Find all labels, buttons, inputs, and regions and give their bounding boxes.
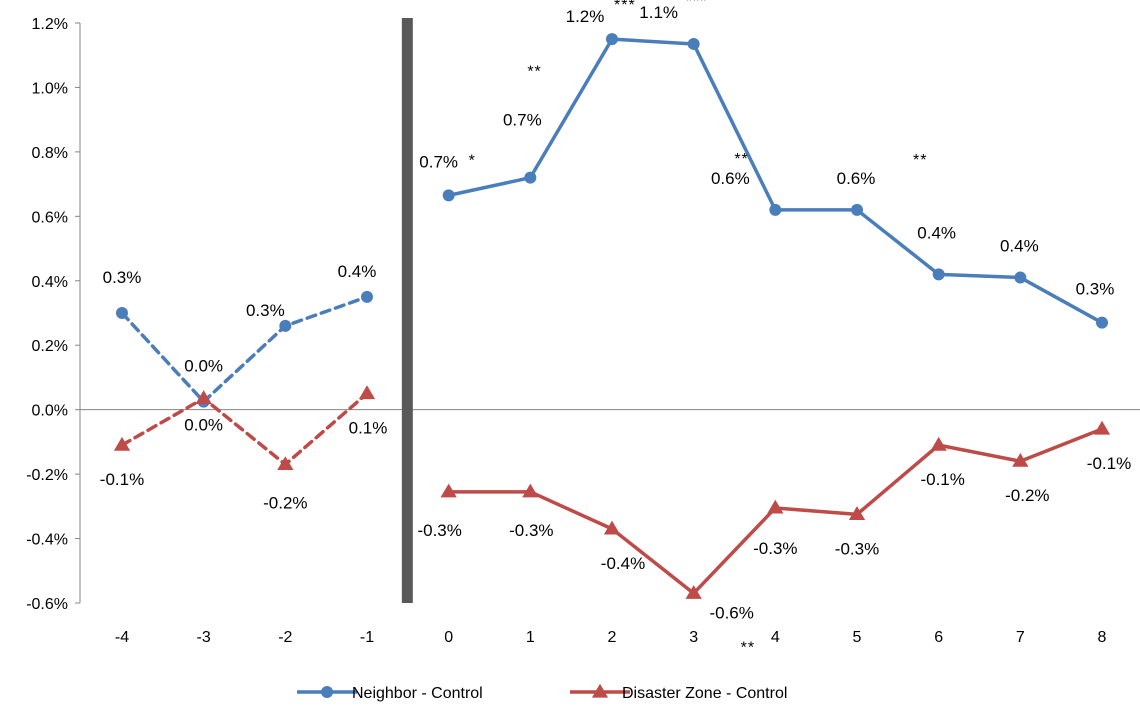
legend-label: Neighbor - Control xyxy=(352,685,483,702)
data-point-marker xyxy=(603,520,621,535)
neighbor-post-line xyxy=(446,37,1104,325)
data-label: -0.3% xyxy=(753,539,797,558)
data-point-marker xyxy=(851,203,863,216)
data-label: 0.4% xyxy=(338,262,377,281)
y-tick-label: 0.2% xyxy=(32,338,68,355)
data-point-marker xyxy=(277,456,294,471)
data-label: -0.2% xyxy=(263,493,307,512)
data-label: -0.3% xyxy=(417,521,461,540)
axes: -0.6% -0.4% -0.2% 0.0% 0.2% 0.4% 0.6% 0.8% 1.0% 1… xyxy=(26,16,1140,646)
legend: Neighbor - Control Disaster Zone - Contro… xyxy=(297,683,787,702)
data-point-marker xyxy=(1012,452,1029,467)
data-label: -0.6% xyxy=(709,603,753,622)
data-label: 0.3% xyxy=(1076,280,1115,299)
data-label: -0.2% xyxy=(1005,486,1049,505)
y-tick-label: 1.2% xyxy=(32,16,68,33)
data-label: -0.1% xyxy=(100,470,144,489)
data-label: 1.1% xyxy=(639,3,678,22)
x-tick-label: 7 xyxy=(1016,629,1025,646)
legend-marker xyxy=(321,686,333,698)
data-point-marker xyxy=(930,436,947,451)
data-label: 0.0% xyxy=(184,357,223,376)
y-tick-label: 0.8% xyxy=(32,145,68,162)
data-label: 0.6% xyxy=(837,169,876,188)
data-label: -0.1% xyxy=(1087,454,1131,473)
x-tick-label: 1 xyxy=(526,629,535,646)
y-tick-label: -0.4% xyxy=(26,532,68,549)
y-tick-label: -0.6% xyxy=(26,596,68,613)
data-point-marker xyxy=(685,585,702,599)
legend-marker xyxy=(591,683,609,698)
data-point-marker xyxy=(195,390,212,404)
significance-stars: ** xyxy=(741,639,755,656)
significance-stars: ** xyxy=(913,152,927,169)
data-point-marker xyxy=(524,171,537,184)
data-label: 0.6% xyxy=(711,169,750,188)
data-point-marker xyxy=(522,483,539,498)
data-point-marker xyxy=(279,319,292,332)
x-tick-label: 6 xyxy=(934,629,943,646)
x-tick-label: 0 xyxy=(444,629,453,646)
legend-label: Disaster Zone - Control xyxy=(622,685,787,702)
significance-stars: * xyxy=(469,152,476,169)
data-point-marker xyxy=(113,436,131,451)
event-bar xyxy=(401,18,413,603)
significance-stars: *** xyxy=(686,0,708,10)
y-tick-label: 0.0% xyxy=(32,403,68,420)
data-label: 0.7% xyxy=(419,152,458,171)
x-tick-label: 5 xyxy=(853,629,862,646)
data-label: 0.3% xyxy=(103,268,142,287)
y-tick-label: 0.6% xyxy=(32,209,68,226)
data-labels: 0.3%0.0%0.3%0.4%0.7% *0.7%**1.2%*** 1.1%**… xyxy=(100,0,1131,656)
data-point-marker xyxy=(1093,420,1111,435)
x-tick-label: -4 xyxy=(115,629,129,646)
x-tick-label: 4 xyxy=(771,629,780,646)
data-label: -0.3% xyxy=(509,521,553,540)
data-label: 0.4% xyxy=(1000,237,1039,256)
y-tick-label: 0.4% xyxy=(32,274,68,291)
x-tick-label: -1 xyxy=(360,629,374,646)
data-point-marker xyxy=(116,307,128,319)
x-tick-label: 8 xyxy=(1098,629,1107,646)
data-label: 0.7% xyxy=(503,111,542,130)
x-tick-label: 2 xyxy=(608,629,617,646)
legend-item: Neighbor - Control xyxy=(297,685,483,702)
data-point-marker xyxy=(358,385,376,400)
neighbor-pre-line xyxy=(120,295,369,404)
data-point-marker xyxy=(848,506,866,520)
data-label: 0.3% xyxy=(246,301,285,320)
significance-stars: *** xyxy=(614,0,636,14)
significance-stars: ** xyxy=(527,64,541,81)
x-tick-label: -3 xyxy=(197,629,211,646)
data-point-marker xyxy=(440,483,457,498)
x-tick-label: -2 xyxy=(278,629,292,646)
series-markers xyxy=(113,33,1111,599)
data-label: 0.1% xyxy=(349,419,388,438)
data-point-marker xyxy=(1096,316,1108,329)
data-point-marker xyxy=(767,499,784,514)
significance-stars: ** xyxy=(734,151,748,168)
data-point-marker xyxy=(1014,271,1027,284)
disaster-pre-line xyxy=(120,391,369,467)
legend-item: Disaster Zone - Control xyxy=(570,683,787,702)
data-label: 0.0% xyxy=(184,415,223,434)
x-tick-label: 3 xyxy=(689,629,698,646)
data-point-marker xyxy=(687,37,700,50)
data-label: 1.2% xyxy=(566,7,605,26)
data-point-marker xyxy=(769,203,782,216)
data-point-marker xyxy=(361,290,373,303)
data-point-marker xyxy=(606,33,618,46)
data-label: -0.3% xyxy=(835,539,879,558)
data-point-marker xyxy=(442,189,455,202)
event-bar-layer xyxy=(401,18,413,603)
data-point-marker xyxy=(932,268,945,281)
y-tick-label: -0.2% xyxy=(26,467,68,484)
data-label: 0.4% xyxy=(917,223,956,242)
data-label: -0.1% xyxy=(920,470,964,489)
y-tick-label: 1.0% xyxy=(32,80,68,97)
data-label: -0.4% xyxy=(601,554,645,573)
